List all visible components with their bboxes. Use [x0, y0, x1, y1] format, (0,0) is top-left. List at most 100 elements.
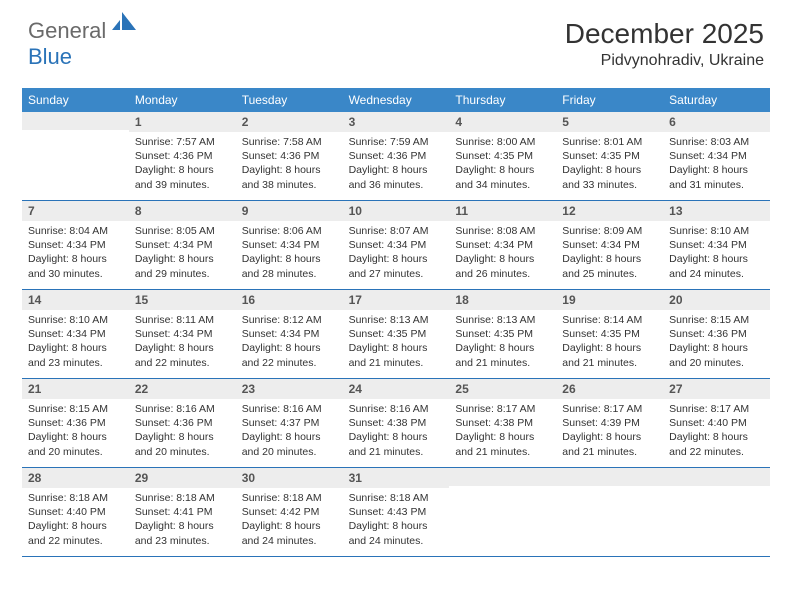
header: General December 2025 Pidvynohradiv, Ukr…: [0, 0, 792, 78]
sunset-text: Sunset: 4:36 PM: [349, 149, 444, 163]
sunset-text: Sunset: 4:36 PM: [242, 149, 337, 163]
day-body: Sunrise: 8:06 AMSunset: 4:34 PMDaylight:…: [236, 221, 343, 281]
day-cell: 2Sunrise: 7:58 AMSunset: 4:36 PMDaylight…: [236, 112, 343, 200]
logo: General: [28, 18, 140, 44]
sunset-text: Sunset: 4:34 PM: [349, 238, 444, 252]
day-number: 12: [556, 201, 663, 221]
day-number: 11: [449, 201, 556, 221]
dayname: Saturday: [663, 88, 770, 112]
day-body: Sunrise: 8:16 AMSunset: 4:37 PMDaylight:…: [236, 399, 343, 459]
day-body: Sunrise: 8:10 AMSunset: 4:34 PMDaylight:…: [22, 310, 129, 370]
daylight-text: Daylight: 8 hours and 28 minutes.: [242, 252, 337, 280]
day-body: Sunrise: 8:01 AMSunset: 4:35 PMDaylight:…: [556, 132, 663, 192]
day-cell: 21Sunrise: 8:15 AMSunset: 4:36 PMDayligh…: [22, 379, 129, 467]
daylight-text: Daylight: 8 hours and 34 minutes.: [455, 163, 550, 191]
sunset-text: Sunset: 4:34 PM: [28, 327, 123, 341]
sunset-text: Sunset: 4:36 PM: [669, 327, 764, 341]
sunset-text: Sunset: 4:43 PM: [349, 505, 444, 519]
day-cell: 11Sunrise: 8:08 AMSunset: 4:34 PMDayligh…: [449, 201, 556, 289]
sunset-text: Sunset: 4:34 PM: [135, 238, 230, 252]
sunset-text: Sunset: 4:34 PM: [562, 238, 657, 252]
sunset-text: Sunset: 4:34 PM: [455, 238, 550, 252]
sunset-text: Sunset: 4:36 PM: [28, 416, 123, 430]
day-cell: 19Sunrise: 8:14 AMSunset: 4:35 PMDayligh…: [556, 290, 663, 378]
day-number: 17: [343, 290, 450, 310]
daylight-text: Daylight: 8 hours and 24 minutes.: [242, 519, 337, 547]
day-cell: 12 Sunrise: 8:09 AMSunset: 4:34 PMDayligh…: [556, 201, 663, 289]
day-number: 27: [663, 379, 770, 399]
day-number: 4: [449, 112, 556, 132]
sunrise-text: Sunrise: 8:09 AM: [562, 224, 657, 238]
daylight-text: Daylight: 8 hours and 30 minutes.: [28, 252, 123, 280]
day-number: 29: [129, 468, 236, 488]
day-number: 13: [663, 201, 770, 221]
day-number: 22: [129, 379, 236, 399]
day-body: Sunrise: 8:17 AMSunset: 4:39 PMDaylight:…: [556, 399, 663, 459]
daylight-text: Daylight: 8 hours and 25 minutes.: [562, 252, 657, 280]
day-cell: [22, 112, 129, 200]
day-body: Sunrise: 8:15 AMSunset: 4:36 PMDaylight:…: [663, 310, 770, 370]
day-cell: 9Sunrise: 8:06 AMSunset: 4:34 PMDaylight…: [236, 201, 343, 289]
day-number: 2: [236, 112, 343, 132]
daylight-text: Daylight: 8 hours and 21 minutes.: [455, 430, 550, 458]
day-body: Sunrise: 8:12 AMSunset: 4:34 PMDaylight:…: [236, 310, 343, 370]
day-number: 10: [343, 201, 450, 221]
day-body: Sunrise: 8:03 AMSunset: 4:34 PMDaylight:…: [663, 132, 770, 192]
daylight-text: Daylight: 8 hours and 21 minutes.: [562, 341, 657, 369]
day-cell: 16Sunrise: 8:12 AMSunset: 4:34 PMDayligh…: [236, 290, 343, 378]
day-body: [663, 486, 770, 489]
sunset-text: Sunset: 4:41 PM: [135, 505, 230, 519]
sunset-text: Sunset: 4:38 PM: [455, 416, 550, 430]
sunrise-text: Sunrise: 8:17 AM: [455, 402, 550, 416]
day-number: 28: [22, 468, 129, 488]
sunset-text: Sunset: 4:38 PM: [349, 416, 444, 430]
day-number: 9: [236, 201, 343, 221]
dayname-row: SundayMondayTuesdayWednesdayThursdayFrid…: [22, 88, 770, 112]
location: Pidvynohradiv, Ukraine: [565, 52, 764, 70]
daylight-text: Daylight: 8 hours and 24 minutes.: [669, 252, 764, 280]
daylight-text: Daylight: 8 hours and 24 minutes.: [349, 519, 444, 547]
sunrise-text: Sunrise: 7:59 AM: [349, 135, 444, 149]
day-body: Sunrise: 8:18 AMSunset: 4:43 PMDaylight:…: [343, 488, 450, 548]
day-body: Sunrise: 7:57 AMSunset: 4:36 PMDaylight:…: [129, 132, 236, 192]
daylight-text: Daylight: 8 hours and 22 minutes.: [135, 341, 230, 369]
day-number: 14: [22, 290, 129, 310]
day-body: Sunrise: 8:13 AMSunset: 4:35 PMDaylight:…: [343, 310, 450, 370]
daylight-text: Daylight: 8 hours and 39 minutes.: [135, 163, 230, 191]
sunset-text: Sunset: 4:35 PM: [349, 327, 444, 341]
logo-text-blue: Blue: [28, 44, 72, 69]
sunset-text: Sunset: 4:35 PM: [455, 327, 550, 341]
dayname: Wednesday: [343, 88, 450, 112]
day-number: 3: [343, 112, 450, 132]
week-row: 21Sunrise: 8:15 AMSunset: 4:36 PMDayligh…: [22, 379, 770, 468]
day-body: Sunrise: 7:58 AMSunset: 4:36 PMDaylight:…: [236, 132, 343, 192]
day-body: Sunrise: 8:10 AMSunset: 4:34 PMDaylight:…: [663, 221, 770, 281]
sunset-text: Sunset: 4:34 PM: [28, 238, 123, 252]
sunset-text: Sunset: 4:39 PM: [562, 416, 657, 430]
sunrise-text: Sunrise: 8:00 AM: [455, 135, 550, 149]
day-body: Sunrise: 8:07 AMSunset: 4:34 PMDaylight:…: [343, 221, 450, 281]
day-number: 23: [236, 379, 343, 399]
daylight-text: Daylight: 8 hours and 20 minutes.: [135, 430, 230, 458]
sunset-text: Sunset: 4:35 PM: [455, 149, 550, 163]
week-row: 7Sunrise: 8:04 AMSunset: 4:34 PMDaylight…: [22, 201, 770, 290]
title-block: December 2025 Pidvynohradiv, Ukraine: [565, 18, 764, 70]
daylight-text: Daylight: 8 hours and 38 minutes.: [242, 163, 337, 191]
day-number: 5: [556, 112, 663, 132]
daylight-text: Daylight: 8 hours and 29 minutes.: [135, 252, 230, 280]
day-cell: 14Sunrise: 8:10 AMSunset: 4:34 PMDayligh…: [22, 290, 129, 378]
daylight-text: Daylight: 8 hours and 22 minutes.: [28, 519, 123, 547]
day-number: 25: [449, 379, 556, 399]
sunrise-text: Sunrise: 8:01 AM: [562, 135, 657, 149]
day-number: 19: [556, 290, 663, 310]
day-number: 15: [129, 290, 236, 310]
sunrise-text: Sunrise: 8:12 AM: [242, 313, 337, 327]
day-body: Sunrise: 8:18 AMSunset: 4:42 PMDaylight:…: [236, 488, 343, 548]
sunrise-text: Sunrise: 8:10 AM: [28, 313, 123, 327]
logo-sail-icon: [112, 12, 138, 37]
dayname: Friday: [556, 88, 663, 112]
daylight-text: Daylight: 8 hours and 21 minutes.: [455, 341, 550, 369]
sunrise-text: Sunrise: 8:13 AM: [455, 313, 550, 327]
day-body: [449, 486, 556, 489]
sunrise-text: Sunrise: 8:10 AM: [669, 224, 764, 238]
